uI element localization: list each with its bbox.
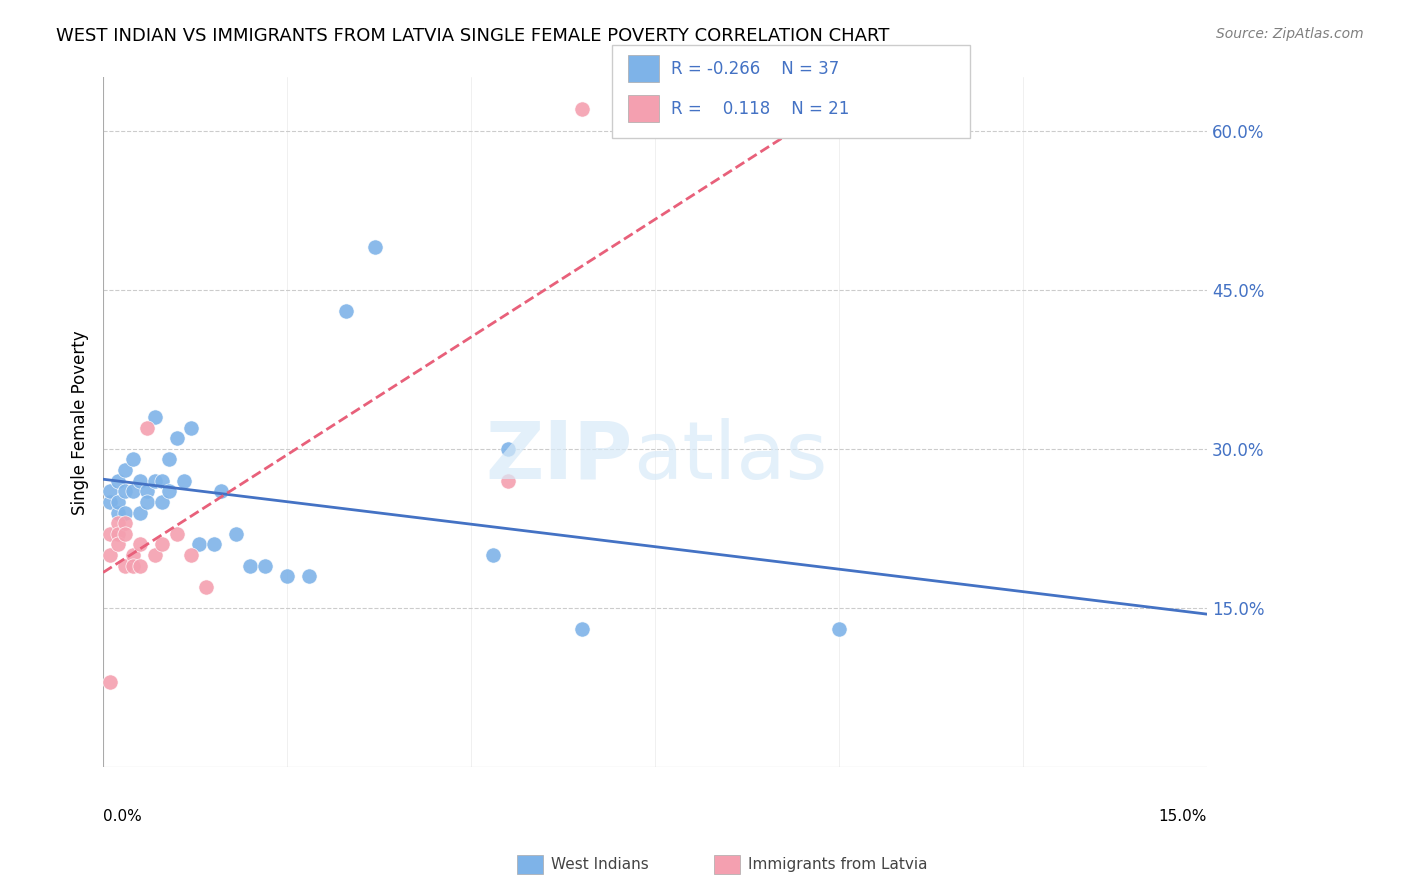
Point — [828, 622, 851, 636]
Text: atlas: atlas — [633, 417, 827, 496]
Text: West Indians: West Indians — [551, 857, 650, 871]
Point — [180, 420, 202, 434]
Point — [209, 484, 232, 499]
Point — [335, 304, 357, 318]
Point — [129, 474, 152, 488]
Text: 0.0%: 0.0% — [103, 809, 142, 823]
Point — [100, 484, 122, 499]
Point — [254, 558, 277, 573]
Point — [136, 495, 159, 509]
Point — [166, 431, 188, 445]
Point — [136, 484, 159, 499]
Point — [136, 420, 159, 434]
Text: ZIP: ZIP — [486, 417, 633, 496]
Text: R =    0.118    N = 21: R = 0.118 N = 21 — [671, 100, 849, 118]
Point — [114, 516, 136, 531]
Point — [187, 537, 209, 551]
Point — [107, 526, 129, 541]
Point — [571, 103, 593, 117]
Point — [121, 452, 143, 467]
Point — [225, 526, 247, 541]
Point — [100, 548, 122, 562]
Point — [114, 506, 136, 520]
Point — [107, 516, 129, 531]
Point — [100, 495, 122, 509]
Point — [121, 558, 143, 573]
Point — [100, 526, 122, 541]
Point — [150, 474, 173, 488]
Point — [114, 463, 136, 477]
Point — [195, 580, 218, 594]
Point — [121, 484, 143, 499]
Point — [121, 548, 143, 562]
Point — [173, 474, 195, 488]
Point — [496, 442, 519, 456]
Point — [100, 675, 122, 690]
Point — [129, 558, 152, 573]
Point — [298, 569, 321, 583]
Point — [129, 537, 152, 551]
Point — [114, 558, 136, 573]
Point — [166, 526, 188, 541]
Point — [107, 506, 129, 520]
Point — [239, 558, 262, 573]
Point — [114, 526, 136, 541]
Point — [150, 537, 173, 551]
Point — [364, 240, 387, 254]
Text: 15.0%: 15.0% — [1159, 809, 1208, 823]
Point — [202, 537, 225, 551]
Text: R = -0.266    N = 37: R = -0.266 N = 37 — [671, 60, 839, 78]
Y-axis label: Single Female Poverty: Single Female Poverty — [72, 330, 89, 515]
Point — [114, 484, 136, 499]
Point — [143, 474, 166, 488]
Point — [157, 452, 180, 467]
Point — [157, 484, 180, 499]
Point — [150, 495, 173, 509]
Point — [571, 622, 593, 636]
Text: Source: ZipAtlas.com: Source: ZipAtlas.com — [1216, 27, 1364, 41]
Point — [482, 548, 505, 562]
Point — [180, 548, 202, 562]
Point — [143, 548, 166, 562]
Point — [276, 569, 298, 583]
Text: Immigrants from Latvia: Immigrants from Latvia — [748, 857, 928, 871]
Text: WEST INDIAN VS IMMIGRANTS FROM LATVIA SINGLE FEMALE POVERTY CORRELATION CHART: WEST INDIAN VS IMMIGRANTS FROM LATVIA SI… — [56, 27, 890, 45]
Point — [107, 474, 129, 488]
Point — [496, 474, 519, 488]
Point — [143, 410, 166, 425]
Point — [107, 495, 129, 509]
Point — [129, 506, 152, 520]
Point — [107, 537, 129, 551]
